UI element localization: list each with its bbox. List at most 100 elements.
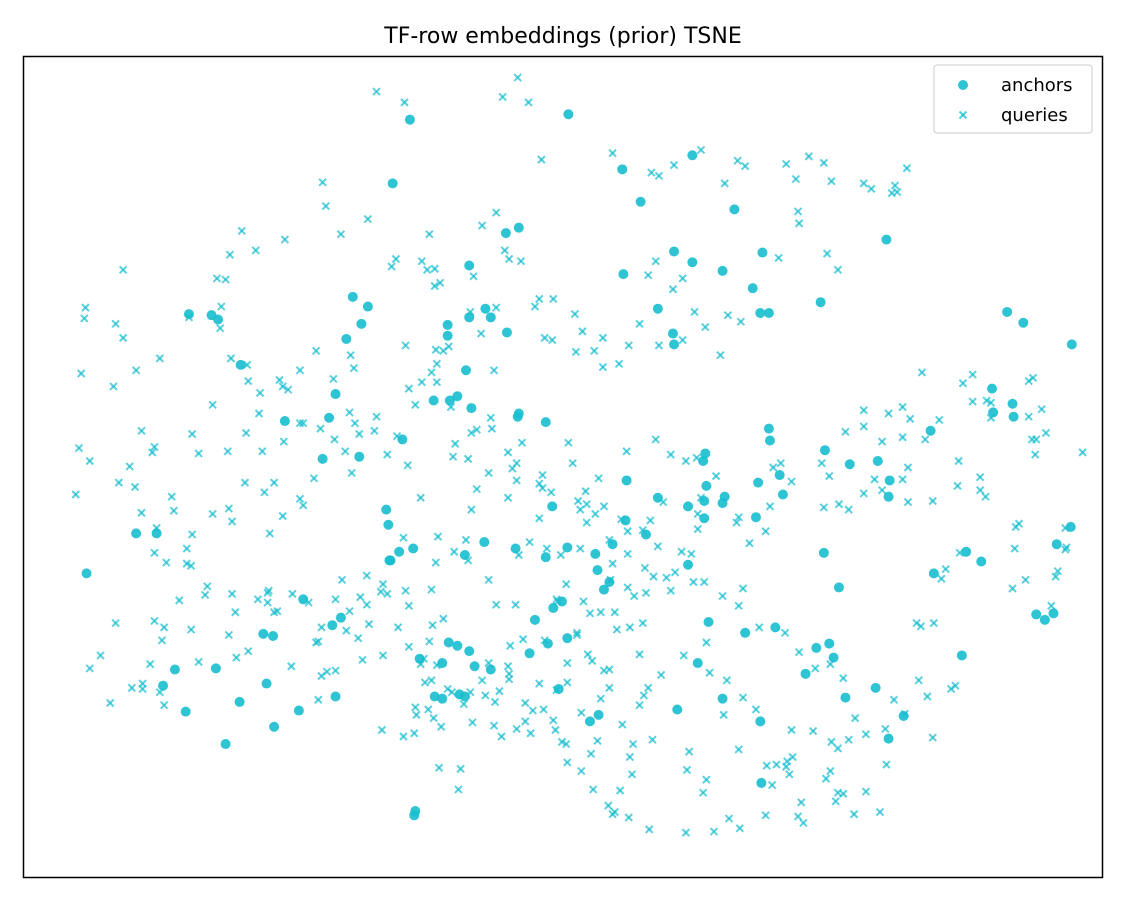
anchor-point xyxy=(234,696,245,707)
anchor-point xyxy=(1039,614,1050,625)
query-point xyxy=(623,527,632,536)
query-point xyxy=(666,586,676,595)
anchor-point xyxy=(584,716,595,727)
anchor-point xyxy=(437,658,448,669)
query-point xyxy=(625,752,635,762)
query-point xyxy=(331,595,340,604)
query-point xyxy=(427,585,436,594)
query-point xyxy=(200,590,210,600)
query-point xyxy=(582,518,591,527)
query-point xyxy=(525,537,534,547)
query-point xyxy=(358,655,367,664)
legend: anchors queries xyxy=(933,64,1093,134)
query-point xyxy=(610,608,619,617)
anchor-point xyxy=(774,470,785,481)
query-point xyxy=(859,422,868,431)
query-point xyxy=(240,478,250,487)
query-point xyxy=(410,729,419,738)
query-point xyxy=(540,333,549,343)
query-point xyxy=(656,670,666,680)
query-point xyxy=(254,409,264,418)
query-point xyxy=(576,505,585,514)
query-point xyxy=(466,687,475,697)
anchor-point xyxy=(811,642,822,653)
query-point xyxy=(825,471,834,481)
query-point xyxy=(273,606,282,616)
query-point xyxy=(223,447,232,456)
query-point xyxy=(318,178,327,187)
query-point xyxy=(81,303,90,312)
anchor-point xyxy=(460,365,471,376)
anchor-point xyxy=(976,556,987,567)
query-point xyxy=(1041,428,1051,438)
query-point xyxy=(412,710,421,720)
query-point xyxy=(430,264,439,273)
anchor-point xyxy=(763,423,774,434)
anchor-point xyxy=(1007,398,1018,409)
query-point xyxy=(678,274,687,283)
query-point xyxy=(96,651,105,660)
query-point xyxy=(538,470,547,480)
query-point xyxy=(889,695,899,704)
query-point xyxy=(882,760,891,769)
anchor-point xyxy=(698,456,709,467)
anchor-point xyxy=(815,297,826,308)
query-point xyxy=(705,668,714,677)
query-point xyxy=(416,659,425,669)
query-point xyxy=(693,524,702,534)
query-point xyxy=(530,302,540,311)
query-point xyxy=(735,824,744,833)
query-point xyxy=(350,419,360,428)
query-point xyxy=(797,798,806,807)
anchor-point xyxy=(755,716,766,727)
query-point xyxy=(427,676,436,685)
query-point xyxy=(711,471,721,481)
query-point xyxy=(186,625,196,634)
query-point xyxy=(638,618,647,628)
query-point xyxy=(563,758,572,767)
anchor-point xyxy=(692,658,703,669)
query-point xyxy=(456,764,465,774)
query-point xyxy=(231,608,240,617)
anchor-point xyxy=(547,501,558,512)
query-point xyxy=(159,623,169,632)
anchor-point xyxy=(428,395,439,406)
anchor-point xyxy=(258,628,269,639)
query-point xyxy=(477,676,487,685)
query-point xyxy=(322,667,332,676)
chart-title: TF-row embeddings (prior) TSNE xyxy=(383,24,741,49)
query-point xyxy=(975,485,985,495)
query-point xyxy=(424,705,433,714)
query-point xyxy=(356,592,365,602)
query-point xyxy=(330,435,339,444)
query-point xyxy=(774,253,783,263)
anchor-point xyxy=(464,260,475,271)
query-point xyxy=(383,450,392,459)
query-point xyxy=(762,761,771,770)
query-point xyxy=(953,481,962,491)
query-point xyxy=(618,720,627,729)
anchor-point xyxy=(480,303,491,314)
query-point xyxy=(404,642,414,652)
query-point xyxy=(914,676,923,685)
query-point xyxy=(287,662,296,671)
query-point xyxy=(311,638,321,647)
query-point xyxy=(137,426,146,435)
query-point xyxy=(260,488,269,497)
anchor-point xyxy=(740,627,751,638)
query-point xyxy=(528,706,538,715)
query-point xyxy=(217,302,226,311)
anchor-point xyxy=(883,491,894,502)
query-point xyxy=(696,145,706,155)
query-point xyxy=(449,547,459,556)
query-point xyxy=(76,369,86,378)
query-point xyxy=(184,313,194,322)
query-point xyxy=(347,468,356,478)
anchor-point xyxy=(756,777,767,788)
query-point xyxy=(649,572,658,581)
query-point xyxy=(646,516,655,525)
anchor-point xyxy=(408,543,419,554)
query-point xyxy=(781,762,791,771)
query-point xyxy=(420,678,430,687)
query-point xyxy=(765,502,775,511)
